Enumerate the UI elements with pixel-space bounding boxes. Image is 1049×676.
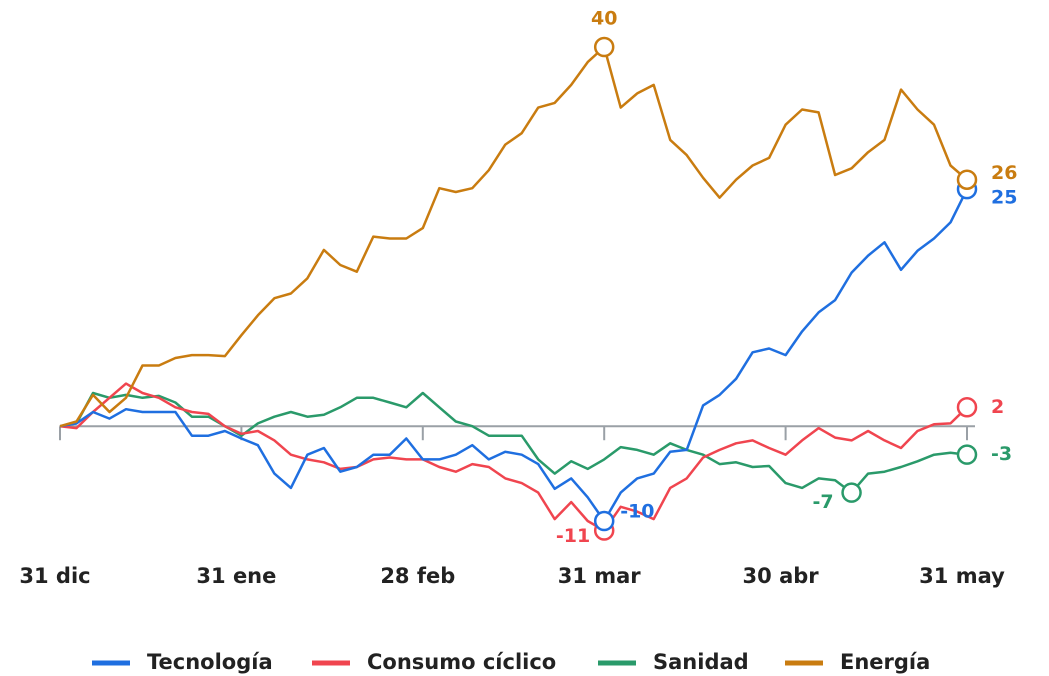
point-marker [956,397,978,418]
point-label: -7 [812,491,833,513]
series-line [59,391,968,494]
point-marker [593,510,615,532]
x-tick-label: 28 feb [380,564,455,588]
point-label: 25 [991,187,1017,209]
point-label: 2 [991,396,1004,418]
point-label: -10 [620,501,654,523]
point-label: -11 [556,525,590,547]
series-line [59,382,968,532]
x-tick-label: 31 dic [19,564,90,588]
legend-label: Consumo cíclico [367,650,556,674]
point-marker [841,482,862,503]
point-label: -3 [991,443,1012,465]
point-label: 40 [591,7,617,29]
x-tick-label: 31 ene [196,564,276,588]
series-line [59,188,969,523]
legend-label: Energía [840,650,930,674]
point-marker [593,36,615,58]
x-tick-label: 31 mar [558,564,642,588]
series-line [59,45,968,428]
point-label: 26 [991,162,1017,184]
x-tick-label: 30 abr [743,564,820,588]
x-tick-label: 31 may [919,564,1005,588]
point-marker [956,169,978,190]
point-marker [956,444,978,465]
legend-label: Sanidad [653,650,749,674]
legend-label: Tecnología [147,650,273,674]
